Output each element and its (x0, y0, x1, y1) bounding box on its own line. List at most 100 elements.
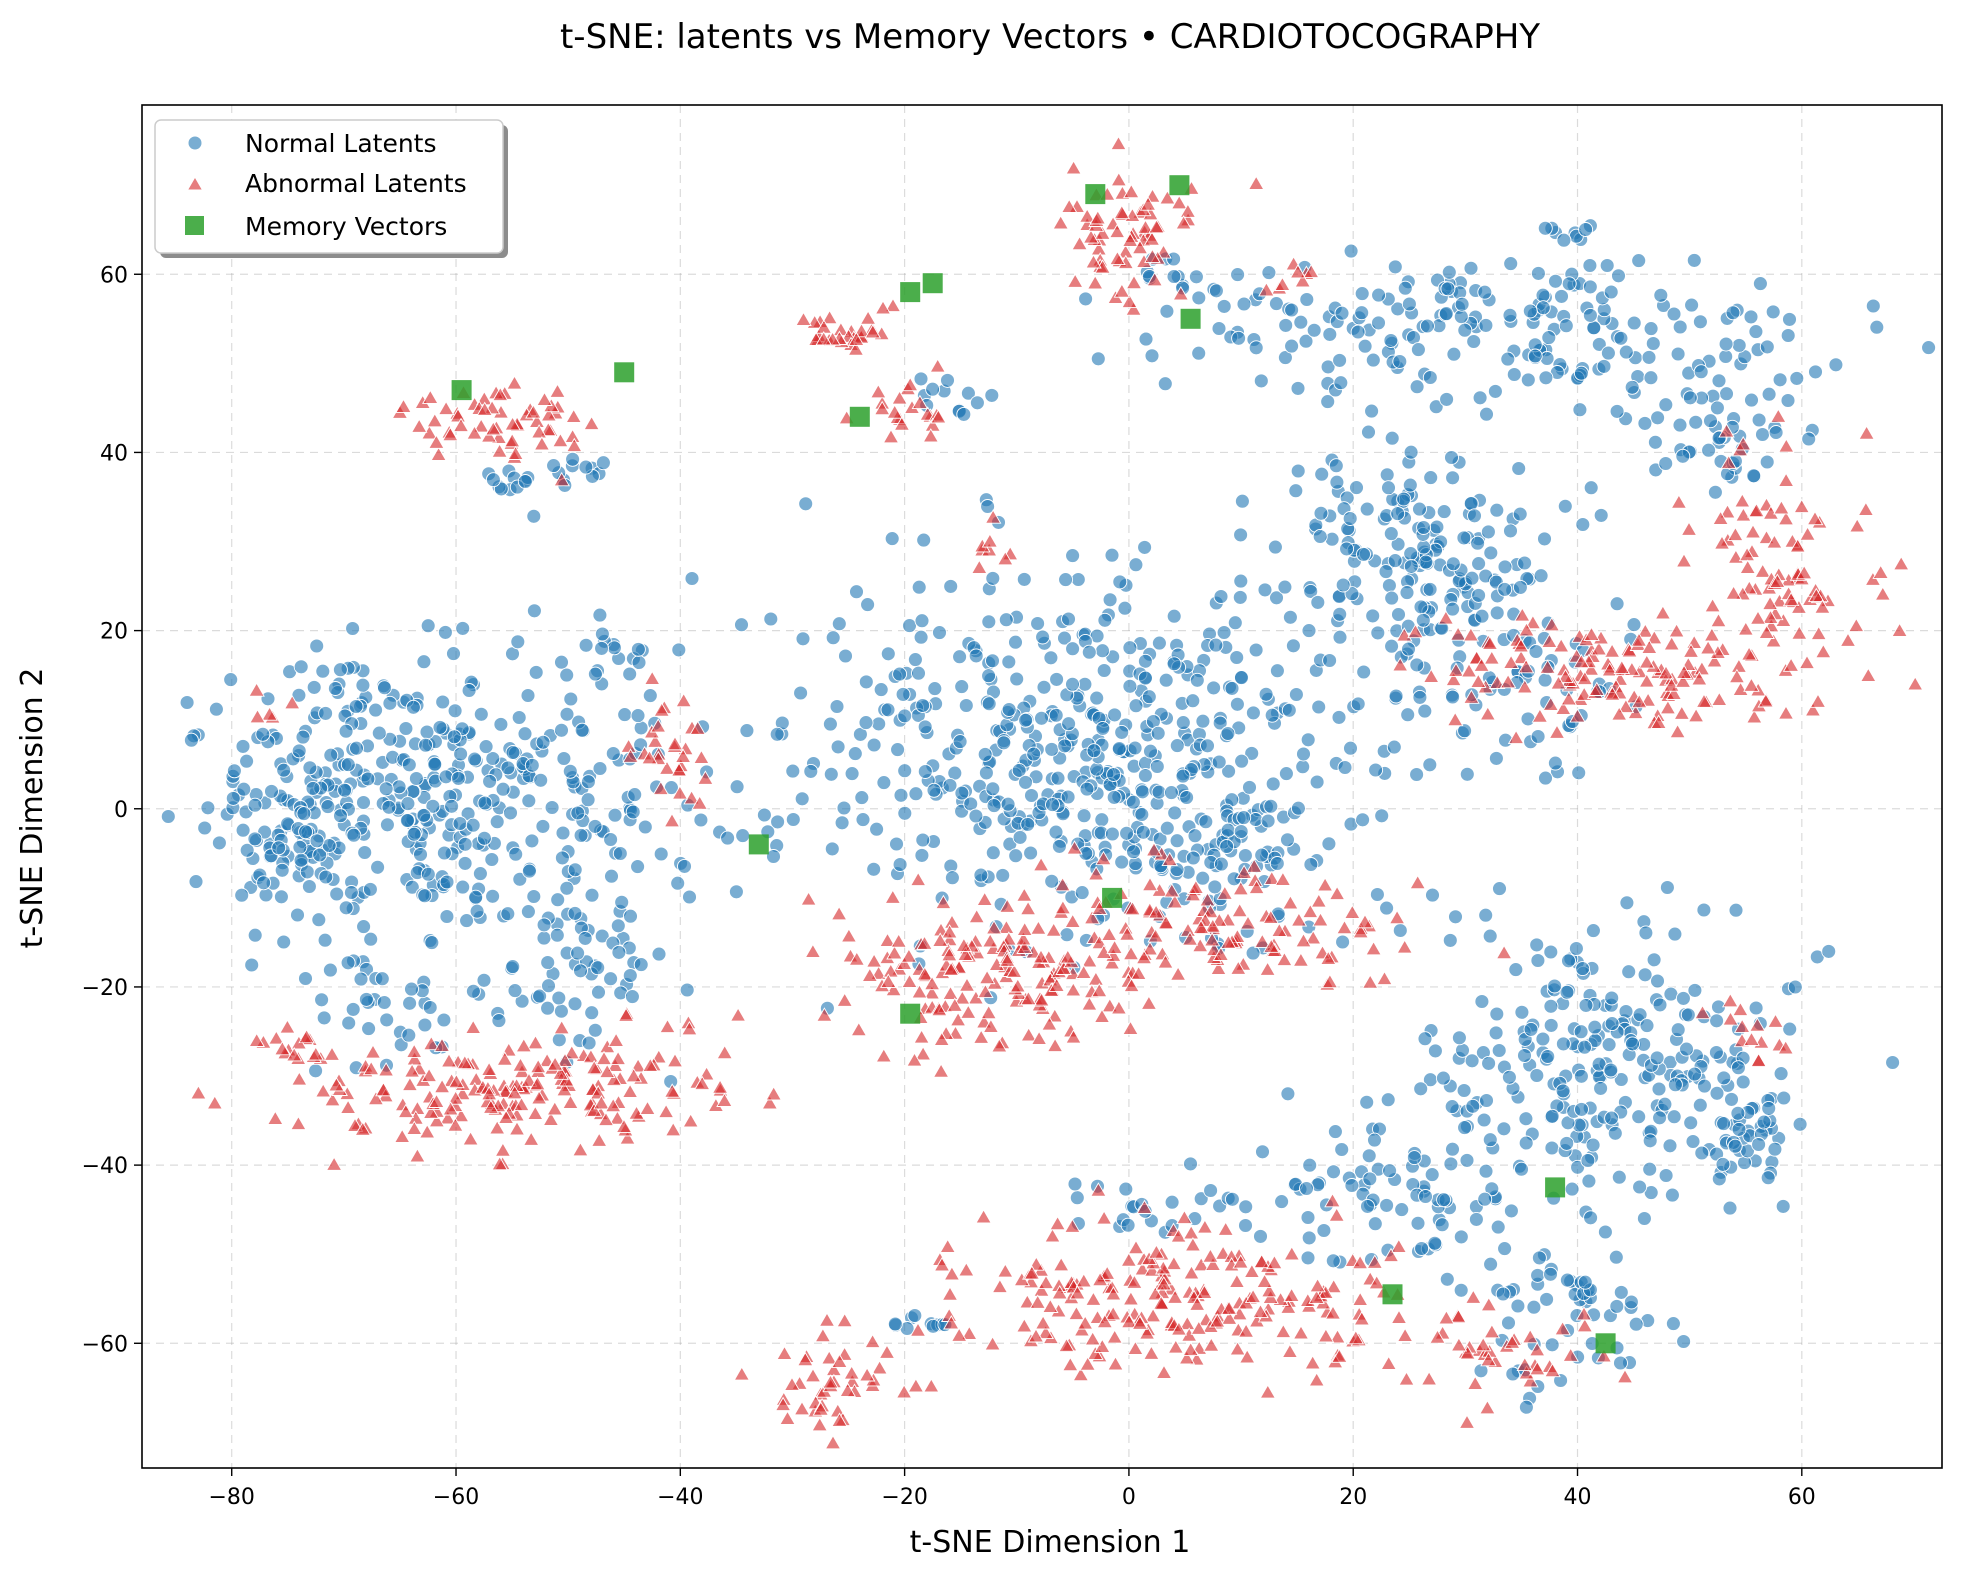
abnormal-latent-point (1582, 661, 1600, 676)
normal-latent-point (457, 836, 473, 852)
normal-latent-point (1417, 1031, 1433, 1047)
abnormal-latent-point (1503, 1334, 1521, 1349)
abnormal-latent-point (1429, 1329, 1446, 1344)
normal-latent-point (544, 800, 560, 815)
normal-latent-point (1208, 283, 1224, 299)
normal-latent-point (1463, 496, 1479, 511)
normal-latent-point (400, 796, 416, 812)
abnormal-latent-point (482, 1099, 500, 1114)
normal-latent-point (1558, 318, 1574, 334)
abnormal-latent-point (375, 1081, 392, 1097)
abnormal-latent-point (1409, 874, 1426, 890)
abnormal-latent-point (831, 1353, 848, 1368)
normal-latent-point (1254, 847, 1270, 863)
abnormal-latent-point (1761, 595, 1779, 611)
normal-latent-point (318, 869, 334, 885)
abnormal-latent-point (619, 1130, 636, 1145)
normal-latent-point (925, 381, 941, 397)
normal-latent-point (1489, 1006, 1505, 1022)
normal-latent-point (1533, 568, 1549, 584)
normal-latent-point (1652, 1110, 1668, 1126)
normal-latent-point (1768, 425, 1784, 440)
abnormal-latent-point (943, 1315, 960, 1330)
normal-latent-point (1065, 676, 1080, 692)
normal-latent-point (511, 710, 527, 725)
normal-latent-point (291, 687, 307, 703)
abnormal-latent-point (1147, 1285, 1164, 1301)
normal-latent-point (1211, 754, 1227, 770)
abnormal-latent-point (527, 1034, 544, 1050)
normal-latent-point (1163, 785, 1179, 801)
normal-latent-point (1399, 585, 1415, 601)
abnormal-latent-point (1274, 871, 1292, 886)
normal-latent-point (942, 777, 958, 793)
normal-latent-point (1497, 559, 1513, 575)
normal-latent-point (1280, 1086, 1296, 1102)
abnormal-latent-point (1814, 599, 1831, 614)
abnormal-latent-point (683, 789, 700, 805)
normal-latent-point (1456, 1083, 1472, 1098)
abnormal-latent-point (609, 1050, 627, 1066)
normal-latent-point (1580, 1153, 1596, 1168)
abnormal-latent-point (1276, 951, 1293, 967)
normal-latent-point (1479, 406, 1494, 422)
abnormal-latent-point (1214, 1245, 1232, 1260)
abnormal-latent-point (1575, 1306, 1593, 1321)
abnormal-latent-point (422, 1104, 440, 1119)
normal-latent-point (514, 993, 530, 1009)
normal-latent-point (562, 763, 578, 779)
abnormal-latent-point (1202, 1248, 1219, 1263)
abnormal-latent-point (428, 1112, 446, 1128)
abnormal-latent-point (1196, 1219, 1214, 1234)
normal-latent-point (1412, 689, 1428, 705)
abnormal-latent-point (950, 1327, 968, 1342)
abnormal-latent-point (1744, 523, 1762, 539)
normal-latent-point (327, 681, 343, 696)
normal-latent-point (476, 972, 492, 988)
abnormal-latent-point (916, 935, 933, 950)
normal-latent-point (630, 859, 646, 875)
abnormal-latent-point (1019, 1294, 1036, 1309)
abnormal-latent-point (1604, 686, 1621, 701)
normal-latent-point (1459, 766, 1475, 782)
normal-latent-point (606, 640, 622, 656)
normal-latent-point (1442, 932, 1458, 948)
normal-latent-point (1018, 712, 1034, 728)
abnormal-latent-point (1179, 203, 1197, 218)
abnormal-latent-point (1762, 609, 1779, 624)
normal-latent-point (276, 762, 292, 778)
abnormal-latent-point (485, 421, 502, 436)
normal-latent-point (1126, 844, 1141, 860)
normal-latent-point (1711, 373, 1727, 389)
abnormal-latent-point (1204, 918, 1222, 933)
normal-latent-point (1490, 1219, 1506, 1235)
normal-latent-point (978, 765, 994, 781)
normal-latent-point (536, 917, 552, 933)
normal-latent-point (1293, 314, 1309, 330)
abnormal-latent-point (943, 1265, 961, 1281)
normal-latent-point (1284, 338, 1300, 354)
abnormal-latent-point (836, 1312, 853, 1328)
normal-latent-point (333, 808, 348, 824)
abnormal-latent-point (437, 400, 455, 416)
abnormal-latent-point (552, 1065, 569, 1080)
normal-latent-point (1050, 770, 1066, 786)
normal-latent-point (1118, 1181, 1134, 1197)
normal-latent-point (1725, 305, 1741, 321)
normal-latent-point (1392, 923, 1408, 938)
normal-latent-point (889, 836, 904, 852)
abnormal-latent-point (1203, 931, 1221, 947)
normal-latent-point (1613, 330, 1629, 346)
normal-latent-point (981, 668, 997, 684)
abnormal-latent-point (1799, 526, 1816, 541)
abnormal-latent-point (1789, 538, 1806, 553)
abnormal-latent-point (1529, 1360, 1546, 1376)
abnormal-latent-point (1139, 196, 1157, 211)
abnormal-latent-point (1166, 893, 1184, 909)
normal-latent-point (1102, 592, 1118, 608)
abnormal-latent-point (1734, 493, 1751, 508)
normal-latent-point (1044, 741, 1060, 757)
abnormal-latent-point (1184, 1236, 1202, 1252)
normal-latent-point (1417, 703, 1433, 719)
abnormal-latent-point (858, 1367, 876, 1382)
